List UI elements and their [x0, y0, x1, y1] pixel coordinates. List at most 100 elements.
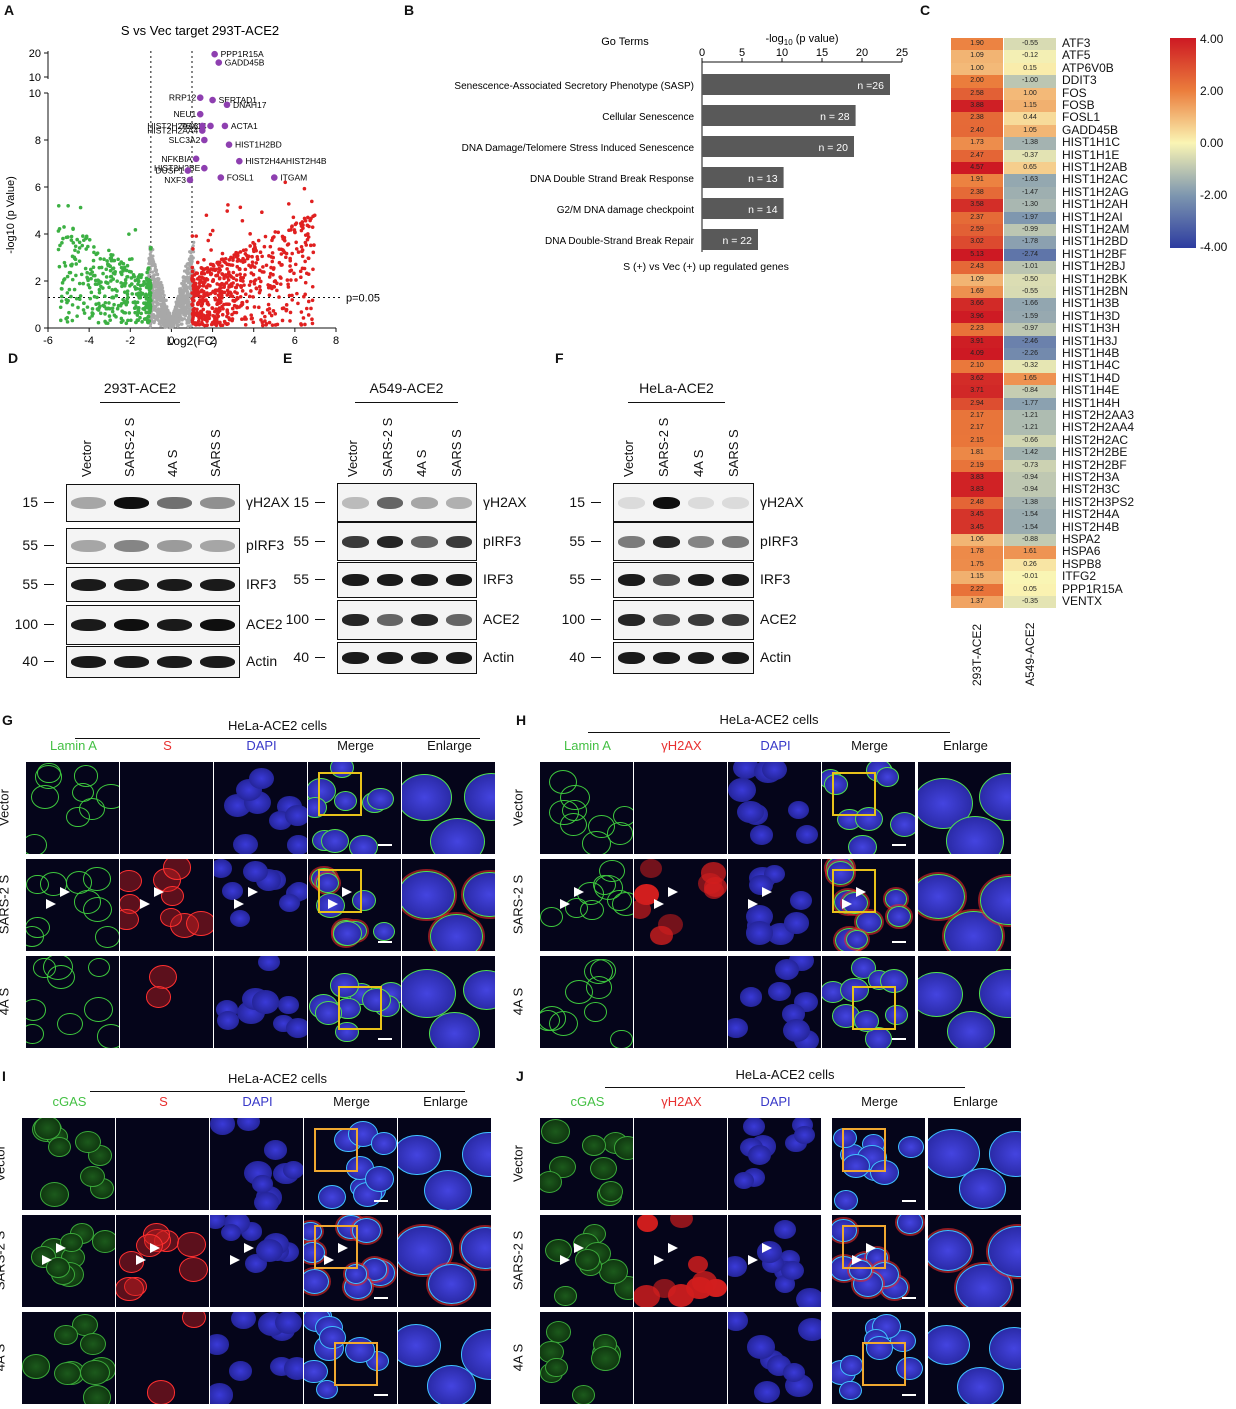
micro-tile: [26, 956, 119, 1048]
volcano-point-up: [251, 295, 255, 299]
cell-shape: [428, 1264, 475, 1305]
volcano-point-down: [133, 310, 137, 315]
zoom-box: [314, 1128, 358, 1172]
micro-column-header: DAPI: [242, 1094, 273, 1109]
cell-shape: [333, 790, 358, 811]
volcano-point-ns: [189, 324, 193, 328]
volcano-point-down: [110, 306, 115, 311]
heatmap-gene-label: FOS: [1062, 85, 1087, 100]
go-term-label: DNA Double-Strand Break Repair: [545, 236, 695, 247]
volcano-highlight-point: [223, 101, 231, 109]
cell-shape: [947, 1011, 995, 1048]
go-bar: [702, 136, 854, 157]
cell-shape: [332, 920, 362, 946]
volcano-point-up: [300, 249, 304, 254]
volcano-point-ns: [148, 259, 152, 264]
volcano-point-ns: [152, 279, 156, 283]
cell-shape: [34, 1118, 62, 1140]
volcano-point-down: [127, 257, 132, 262]
micro-tile: [398, 1312, 491, 1404]
volcano-point-down: [145, 302, 149, 307]
blot-mw-label: 55: [22, 575, 38, 592]
zoom-box: [852, 986, 896, 1030]
blot-protein-label: IRF3: [760, 571, 791, 587]
blot-band: [652, 496, 680, 509]
volcano-point-up: [197, 322, 202, 327]
volcano-point-down: [123, 281, 128, 285]
volcano-point-up: [273, 312, 278, 316]
scale-bar: [902, 1297, 916, 1299]
cell-shape: [31, 785, 59, 810]
cell-shape: [775, 959, 800, 980]
volcano-point-down: [65, 291, 70, 295]
micro-column-header: Enlarge: [953, 1094, 998, 1109]
volcano-point-up: [195, 292, 199, 297]
micro-column-header: Lamin A: [50, 738, 97, 753]
heatmap-cell-293t: 3.45: [951, 521, 1003, 534]
heatmap-gene-label: HIST1H1E: [1062, 147, 1120, 162]
volcano-point-ns: [163, 325, 167, 329]
volcano-point-up: [211, 313, 215, 318]
micro-title: HeLa-ACE2 cells: [228, 718, 327, 733]
blot-band: [618, 574, 645, 586]
micro-tile: [540, 859, 633, 951]
cell-shape: [116, 1276, 144, 1302]
volcano-point-up: [278, 282, 283, 286]
micro-tile: [210, 1312, 303, 1404]
volcano-point-up: [243, 273, 247, 277]
go-header: Go Terms: [601, 36, 649, 48]
volcano-point-up: [251, 240, 255, 245]
cell-shape: [854, 807, 883, 832]
x-tick-label: 2: [210, 335, 216, 347]
volcano-point-ns: [185, 269, 189, 273]
heatmap-cell-a549: -1.77: [1004, 397, 1056, 410]
micro-tile: [308, 859, 401, 951]
volcano-point-up: [259, 279, 263, 284]
volcano-point-ns: [149, 250, 153, 254]
volcano-point-up: [220, 251, 225, 256]
volcano-point-up: [220, 272, 224, 276]
gene-label: HIST1H2BD: [235, 140, 282, 150]
micro-column-header: S: [163, 738, 172, 753]
volcano-point-down: [69, 238, 74, 242]
blot-band: [200, 656, 235, 668]
x-tick-label: 6: [292, 335, 298, 347]
heatmap-gene-label: FOSL1: [1062, 110, 1101, 125]
go-term-label: Senescence-Associated Secretory Phenotyp…: [454, 81, 694, 92]
volcano-point-up: [201, 276, 206, 281]
heatmap-cell-a549: -0.94: [1004, 484, 1056, 497]
volcano-point-up: [306, 256, 311, 261]
blot-band: [618, 535, 645, 548]
gene-label: DUSP1: [156, 166, 185, 176]
volcano-point-up: [266, 302, 271, 307]
heatmap-cell-293t: 2.00: [951, 75, 1003, 88]
heatmap-gene-label: HIST1H3J: [1062, 333, 1118, 348]
volcano-point-ns: [172, 313, 176, 317]
volcano-point-down: [144, 297, 149, 301]
heatmap-cell-293t: 3.88: [951, 100, 1003, 113]
volcano-point-up: [225, 288, 230, 293]
volcano-point-up: [220, 264, 224, 268]
blot-mw-tick: [591, 657, 601, 658]
volcano-point-up: [226, 302, 230, 306]
cell-shape: [460, 1227, 491, 1270]
blot-band: [342, 496, 369, 509]
cell-shape: [424, 1170, 472, 1210]
cell-shape: [593, 875, 617, 896]
volcano-point-down: [108, 318, 113, 322]
volcano-point-down: [140, 320, 144, 324]
blot-band: [687, 496, 715, 509]
cell-shape: [82, 896, 113, 922]
micro-title: HeLa-ACE2 cells: [228, 1071, 327, 1086]
cell-shape: [96, 1024, 119, 1048]
volcano-highlight-point: [217, 174, 225, 181]
scale-bar: [892, 1038, 906, 1040]
heatmap-legend-label: 4.00: [1200, 32, 1224, 46]
volcano-point-up: [310, 321, 315, 326]
volcano-point-up: [263, 234, 268, 239]
cell-shape: [545, 1321, 572, 1344]
volcano-point-ns: [150, 270, 154, 274]
micro-tile: [634, 1118, 727, 1210]
volcano-highlight-point: [215, 59, 223, 66]
cell-shape: [832, 1219, 857, 1242]
